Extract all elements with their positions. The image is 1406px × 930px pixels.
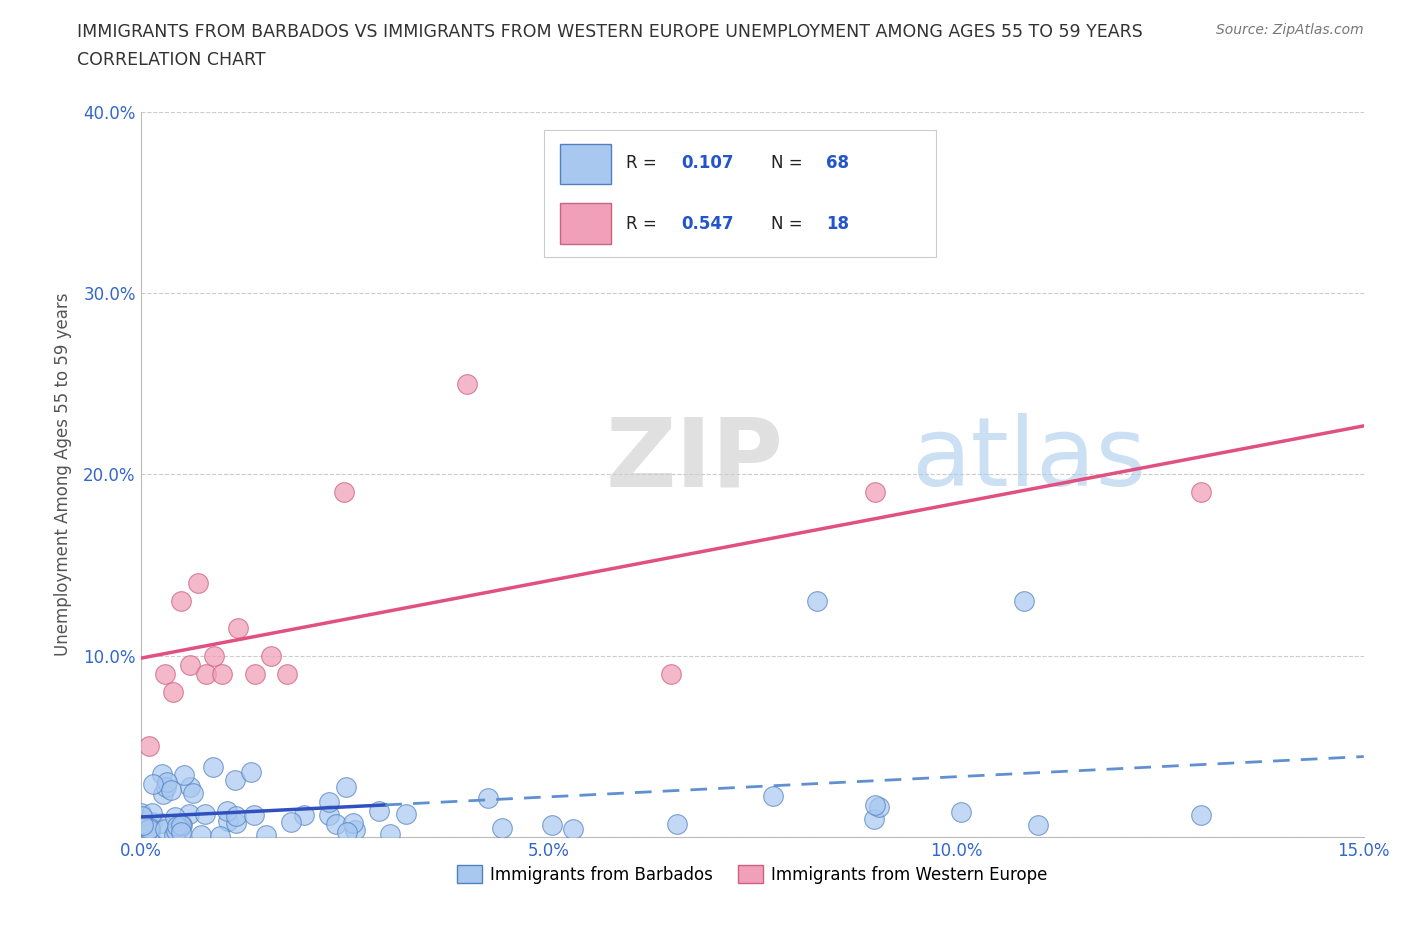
Point [1014, 594, 1036, 609]
Point [177, 807, 200, 822]
Point [170, 594, 193, 609]
Point [170, 824, 193, 839]
Point [254, 828, 277, 843]
Point [165, 824, 187, 839]
Point [243, 807, 266, 822]
Point [173, 767, 195, 782]
Point [131, 808, 153, 823]
Point [562, 821, 585, 836]
Point [162, 684, 184, 699]
Point [240, 764, 263, 779]
Point [806, 594, 828, 609]
Point [868, 800, 890, 815]
Point [335, 779, 357, 794]
Y-axis label: Unemployment Among Ages 55 to 59 years: Unemployment Among Ages 55 to 59 years [53, 293, 72, 656]
Point [202, 648, 225, 663]
Point [169, 821, 191, 836]
Point [141, 805, 163, 820]
Point [131, 809, 153, 824]
Point [318, 794, 340, 809]
Text: Source: ZipAtlas.com: Source: ZipAtlas.com [1216, 23, 1364, 37]
Point [153, 667, 176, 682]
Point [129, 805, 152, 820]
Point [202, 760, 225, 775]
Point [163, 809, 186, 824]
Point [368, 804, 391, 819]
Point [138, 738, 160, 753]
Point [181, 786, 204, 801]
Point [132, 817, 155, 832]
Point [1189, 807, 1212, 822]
Point [179, 658, 201, 672]
Point [208, 829, 231, 844]
Legend: Immigrants from Barbados, Immigrants from Western Europe: Immigrants from Barbados, Immigrants fro… [450, 858, 1054, 890]
Point [666, 817, 689, 831]
Point [139, 821, 162, 836]
Point [456, 377, 478, 392]
Point [211, 667, 233, 682]
Point [260, 648, 283, 663]
Point [280, 815, 302, 830]
Point [343, 822, 366, 837]
Point [149, 816, 172, 830]
Point [132, 816, 155, 830]
Point [243, 667, 266, 682]
Point [477, 790, 499, 805]
Point [215, 804, 238, 818]
Point [190, 827, 212, 842]
Point [378, 827, 401, 842]
Point [152, 787, 174, 802]
Text: IMMIGRANTS FROM BARBADOS VS IMMIGRANTS FROM WESTERN EUROPE UNEMPLOYMENT AMONG AG: IMMIGRANTS FROM BARBADOS VS IMMIGRANTS F… [77, 23, 1143, 41]
Point [541, 817, 564, 832]
Point [863, 797, 886, 812]
Point [142, 777, 165, 791]
Point [138, 821, 160, 836]
Point [193, 806, 215, 821]
Point [170, 817, 193, 832]
Point [276, 667, 298, 682]
Point [194, 667, 217, 682]
Point [163, 828, 186, 843]
Point [160, 782, 183, 797]
Point [762, 789, 785, 804]
Point [155, 779, 177, 794]
Point [863, 485, 886, 500]
Point [139, 824, 162, 839]
Point [225, 809, 247, 824]
Text: ZIP: ZIP [606, 413, 783, 506]
Point [187, 576, 209, 591]
Point [394, 806, 416, 821]
Text: atlas: atlas [911, 413, 1146, 506]
Point [150, 766, 173, 781]
Point [179, 780, 201, 795]
Text: CORRELATION CHART: CORRELATION CHART [77, 51, 266, 69]
Point [141, 815, 163, 830]
Point [342, 816, 364, 830]
Point [333, 485, 356, 500]
Point [1189, 485, 1212, 500]
Point [659, 667, 682, 682]
Point [172, 817, 194, 832]
Point [491, 820, 513, 835]
Point [863, 812, 886, 827]
Point [228, 621, 250, 636]
Point [224, 772, 246, 787]
Point [336, 825, 359, 840]
Point [225, 816, 247, 830]
Point [949, 804, 972, 819]
Point [153, 822, 176, 837]
Point [318, 807, 340, 822]
Point [1026, 817, 1049, 832]
Point [218, 813, 240, 828]
Point [156, 775, 179, 790]
Point [292, 807, 315, 822]
Point [166, 818, 188, 833]
Point [325, 817, 347, 831]
